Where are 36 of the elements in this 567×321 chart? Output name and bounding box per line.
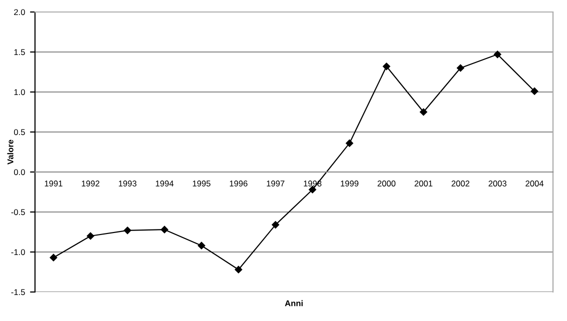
point	[198, 242, 206, 250]
point	[420, 108, 428, 116]
x-tick-label: 1999	[340, 180, 358, 186]
y-tick-label: 2.0	[14, 9, 25, 16]
point	[494, 50, 502, 58]
x-tick-label: 2000	[378, 180, 396, 186]
x-tick-label: 1994	[156, 180, 174, 186]
y-tick-label: 0.0	[14, 169, 25, 176]
point	[160, 226, 168, 234]
x-tick-label: 1991	[44, 180, 62, 186]
point	[272, 221, 280, 228]
y-tick-label: -1.0	[11, 249, 25, 256]
point	[86, 232, 94, 240]
x-tick-label: 2004	[526, 180, 544, 186]
point	[382, 62, 390, 70]
x-tick-label: 2003	[488, 180, 506, 186]
y-tick-label: 1.5	[14, 49, 25, 56]
x-tick-label: 1993	[118, 180, 136, 186]
x-tick-label: 1997	[266, 180, 284, 186]
point	[456, 64, 464, 72]
x-tick-label: 2001	[414, 180, 432, 186]
x-axis-title: Anni	[284, 300, 303, 306]
point	[530, 88, 538, 95]
point	[50, 254, 58, 262]
x-tick-label: 1992	[82, 180, 100, 186]
y-tick-label: 0.5	[14, 129, 25, 136]
x-tick-label: 1995	[192, 180, 210, 186]
x-tick-label: 1996	[230, 180, 248, 186]
x-tick-label: 2002	[452, 180, 470, 186]
y-tick-label: -0.5	[11, 209, 25, 216]
point	[346, 140, 354, 147]
y-tick-label: 1.0	[14, 89, 25, 96]
point	[124, 226, 132, 234]
point	[234, 266, 242, 274]
y-axis-title: Valore	[7, 140, 14, 164]
y-tick-label: -1.5	[11, 289, 25, 296]
